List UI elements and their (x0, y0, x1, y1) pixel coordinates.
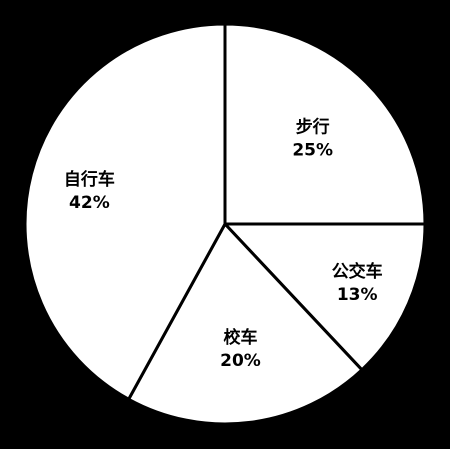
slice-value-label: 25% (292, 140, 333, 160)
slice-value-label: 20% (220, 351, 261, 371)
slice-category-label: 自行车 (64, 169, 115, 190)
pie-slice-1 (223, 22, 427, 226)
slice-value-label: 42% (69, 193, 110, 213)
pie-labels: 步行 25% 公交车 13% 校车 20% 自行车 42% (64, 116, 383, 371)
pie-slice-4 (23, 22, 227, 402)
slice-category-label: 步行 (296, 116, 330, 137)
pie-slice-3 (126, 221, 365, 426)
slice-category-label: 校车 (224, 327, 258, 348)
pie-slices (23, 22, 427, 426)
slice-category-label: 公交车 (332, 261, 383, 282)
slice-value-label: 13% (337, 285, 378, 305)
pie-slice-2 (221, 222, 427, 372)
